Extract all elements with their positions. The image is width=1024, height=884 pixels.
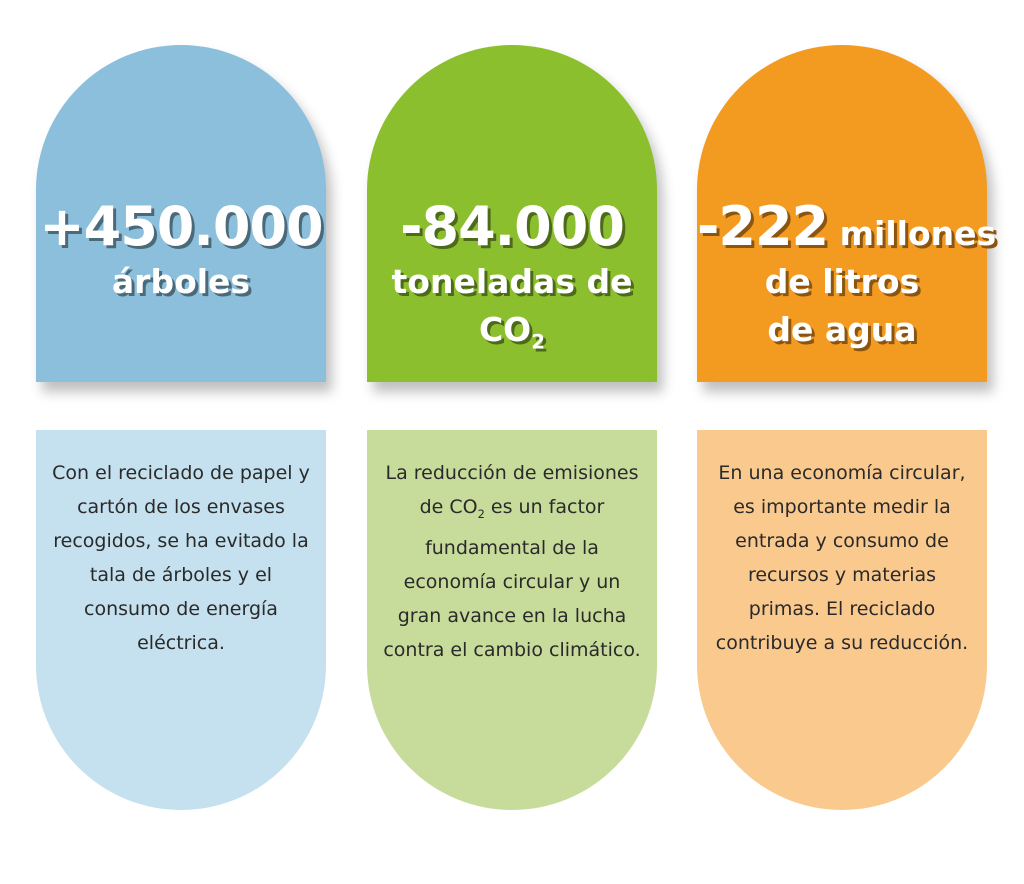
water-unit-inline: millones <box>828 214 997 253</box>
co2-formula: CO2 <box>478 310 546 354</box>
co2-stat-card: -84.000 toneladas de CO2 <box>367 45 657 382</box>
water-description: En una economía circular, es importante … <box>697 430 987 810</box>
water-unit: de litros de agua <box>764 262 920 349</box>
trees-stat-card: +450.000 árboles <box>36 45 326 382</box>
trees-unit: árboles <box>111 262 251 301</box>
co2-unit: toneladas de <box>391 262 633 301</box>
trees-value: +450.000 <box>39 195 323 258</box>
trees-description: Con el reciclado de papel y cartón de lo… <box>36 430 326 810</box>
co2-description: La reducción de emisiones de CO2 es un f… <box>367 430 657 810</box>
water-value: -222 <box>697 195 829 258</box>
co2-value: -84.000 <box>400 195 625 258</box>
water-stat-card: -222 millones de litros de agua <box>697 45 996 382</box>
water-value-line: -222 millones <box>697 195 996 258</box>
